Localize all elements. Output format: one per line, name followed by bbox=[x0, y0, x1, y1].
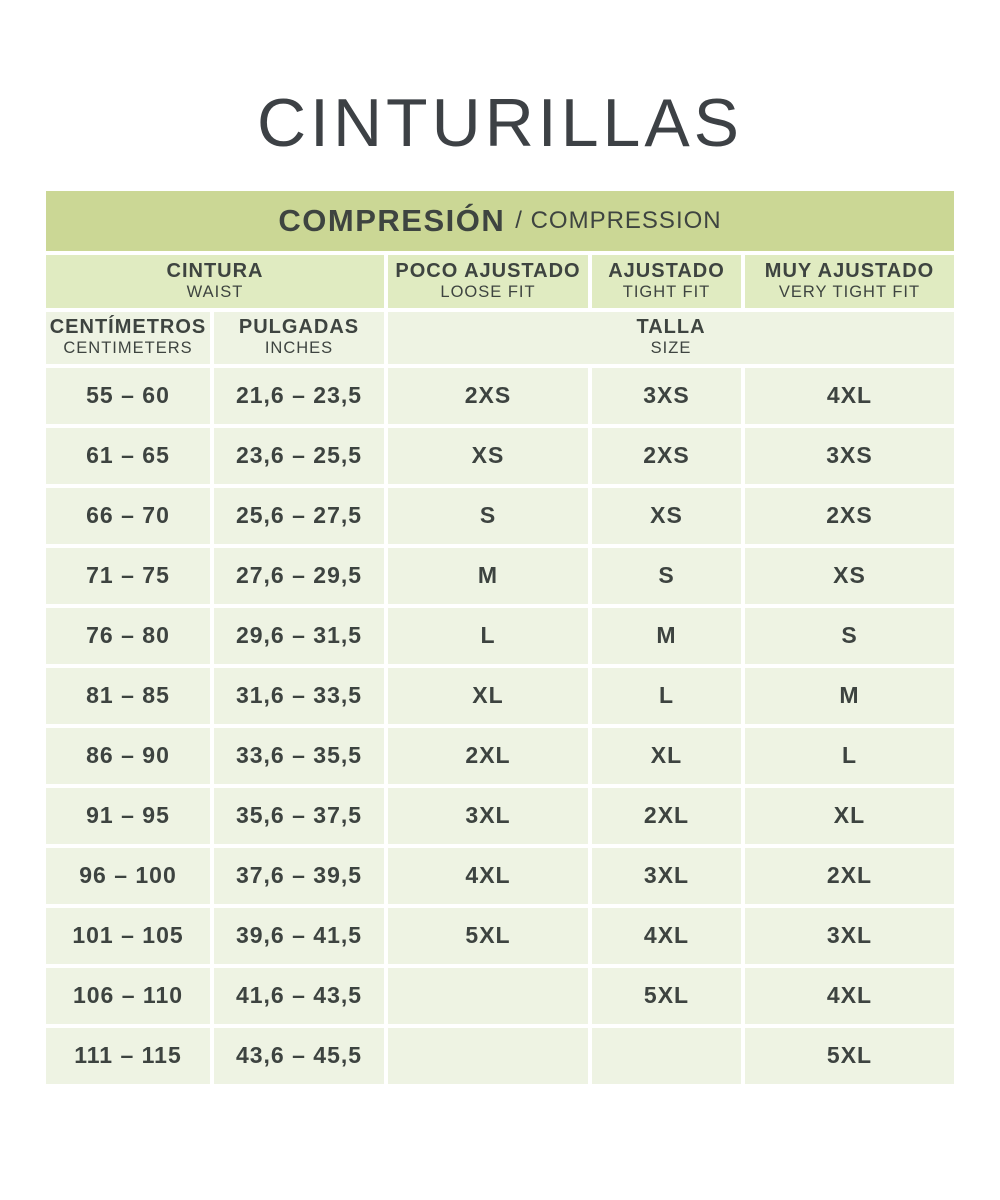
size-chart-page: CINTURILLAS COMPRESIÓN / COMPRESSION CIN… bbox=[0, 86, 1000, 1200]
cell-loose-fit bbox=[388, 1027, 588, 1084]
cell-very-tight-fit: XL bbox=[745, 787, 954, 844]
cell-centimeters: 71 – 75 bbox=[46, 547, 210, 604]
cell-loose-fit: XS bbox=[388, 427, 588, 484]
cell-centimeters: 81 – 85 bbox=[46, 667, 210, 724]
header-poco-ajustado: POCO AJUSTADO LOOSE FIT bbox=[388, 254, 588, 308]
cell-tight-fit: M bbox=[592, 607, 741, 664]
cell-inches: 27,6 – 29,5 bbox=[214, 547, 384, 604]
header-centimetros-es: CENTÍMETROS bbox=[49, 316, 207, 339]
cell-tight-fit bbox=[592, 1027, 741, 1084]
header-pulgadas-en: INCHES bbox=[264, 339, 334, 358]
cell-very-tight-fit: 4XL bbox=[745, 367, 954, 424]
cell-very-tight-fit: 4XL bbox=[745, 967, 954, 1024]
cell-tight-fit: 3XS bbox=[592, 367, 741, 424]
page-title: CINTURILLAS bbox=[256, 85, 744, 161]
header-ajustado: AJUSTADO TIGHT FIT bbox=[592, 254, 741, 308]
cell-very-tight-fit: L bbox=[745, 727, 954, 784]
cell-centimeters: 96 – 100 bbox=[46, 847, 210, 904]
header-talla-es: TALLA bbox=[636, 316, 706, 339]
cell-centimeters: 76 – 80 bbox=[46, 607, 210, 664]
header-talla: TALLA SIZE bbox=[388, 311, 954, 364]
cell-very-tight-fit: M bbox=[745, 667, 954, 724]
cell-inches: 25,6 – 27,5 bbox=[214, 487, 384, 544]
header-cintura-es: CINTURA bbox=[166, 259, 264, 282]
header-centimetros-en: CENTIMETERS bbox=[63, 339, 193, 358]
cell-very-tight-fit: 3XL bbox=[745, 907, 954, 964]
cell-very-tight-fit: 3XS bbox=[745, 427, 954, 484]
cell-loose-fit: 5XL bbox=[388, 907, 588, 964]
cell-inches: 39,6 – 41,5 bbox=[214, 907, 384, 964]
cell-centimeters: 111 – 115 bbox=[46, 1027, 210, 1084]
cell-loose-fit bbox=[388, 967, 588, 1024]
cell-tight-fit: 4XL bbox=[592, 907, 741, 964]
header-poco-ajustado-es: POCO AJUSTADO bbox=[395, 259, 581, 282]
header-cintura: CINTURA WAIST bbox=[46, 254, 384, 308]
cell-tight-fit: L bbox=[592, 667, 741, 724]
header-ajustado-en: TIGHT FIT bbox=[622, 282, 711, 301]
cell-tight-fit: 3XL bbox=[592, 847, 741, 904]
cell-inches: 43,6 – 45,5 bbox=[214, 1027, 384, 1084]
header-ajustado-es: AJUSTADO bbox=[608, 259, 725, 282]
cell-centimeters: 101 – 105 bbox=[46, 907, 210, 964]
cell-tight-fit: 2XS bbox=[592, 427, 741, 484]
cell-loose-fit: L bbox=[388, 607, 588, 664]
cell-loose-fit: M bbox=[388, 547, 588, 604]
cell-loose-fit: 2XL bbox=[388, 727, 588, 784]
cell-loose-fit: XL bbox=[388, 667, 588, 724]
cell-centimeters: 91 – 95 bbox=[46, 787, 210, 844]
cell-centimeters: 106 – 110 bbox=[46, 967, 210, 1024]
cell-loose-fit: S bbox=[388, 487, 588, 544]
cell-loose-fit: 4XL bbox=[388, 847, 588, 904]
cell-inches: 29,6 – 31,5 bbox=[214, 607, 384, 664]
cell-very-tight-fit: 2XL bbox=[745, 847, 954, 904]
header-poco-ajustado-en: LOOSE FIT bbox=[440, 282, 536, 301]
size-chart: COMPRESIÓN / COMPRESSION CINTURA WAIST P… bbox=[46, 190, 954, 1084]
cell-loose-fit: 2XS bbox=[388, 367, 588, 424]
cell-inches: 35,6 – 37,5 bbox=[214, 787, 384, 844]
header-talla-en: SIZE bbox=[650, 339, 692, 358]
header-muy-ajustado-es: MUY AJUSTADO bbox=[764, 259, 935, 282]
cell-very-tight-fit: 5XL bbox=[745, 1027, 954, 1084]
band-title-english: / COMPRESSION bbox=[515, 206, 722, 234]
cell-tight-fit: 2XL bbox=[592, 787, 741, 844]
cell-centimeters: 66 – 70 bbox=[46, 487, 210, 544]
cell-inches: 37,6 – 39,5 bbox=[214, 847, 384, 904]
compression-band: COMPRESIÓN / COMPRESSION bbox=[46, 190, 954, 251]
cell-inches: 21,6 – 23,5 bbox=[214, 367, 384, 424]
cell-centimeters: 61 – 65 bbox=[46, 427, 210, 484]
cell-tight-fit: XS bbox=[592, 487, 741, 544]
header-centimetros: CENTÍMETROS CENTIMETERS bbox=[46, 311, 210, 364]
cell-inches: 41,6 – 43,5 bbox=[214, 967, 384, 1024]
cell-very-tight-fit: 2XS bbox=[745, 487, 954, 544]
cell-very-tight-fit: S bbox=[745, 607, 954, 664]
header-pulgadas-es: PULGADAS bbox=[238, 316, 360, 339]
header-muy-ajustado-en: VERY TIGHT FIT bbox=[778, 282, 921, 301]
header-muy-ajustado: MUY AJUSTADO VERY TIGHT FIT bbox=[745, 254, 954, 308]
cell-inches: 23,6 – 25,5 bbox=[214, 427, 384, 484]
cell-centimeters: 55 – 60 bbox=[46, 367, 210, 424]
cell-tight-fit: 5XL bbox=[592, 967, 741, 1024]
band-title-spanish: COMPRESIÓN bbox=[278, 202, 506, 238]
header-pulgadas: PULGADAS INCHES bbox=[214, 311, 384, 364]
header-cintura-en: WAIST bbox=[186, 282, 244, 301]
cell-tight-fit: XL bbox=[592, 727, 741, 784]
cell-centimeters: 86 – 90 bbox=[46, 727, 210, 784]
cell-inches: 33,6 – 35,5 bbox=[214, 727, 384, 784]
cell-inches: 31,6 – 33,5 bbox=[214, 667, 384, 724]
cell-very-tight-fit: XS bbox=[745, 547, 954, 604]
cell-loose-fit: 3XL bbox=[388, 787, 588, 844]
cell-tight-fit: S bbox=[592, 547, 741, 604]
size-table: CINTURA WAIST POCO AJUSTADO LOOSE FIT AJ… bbox=[46, 254, 954, 1084]
